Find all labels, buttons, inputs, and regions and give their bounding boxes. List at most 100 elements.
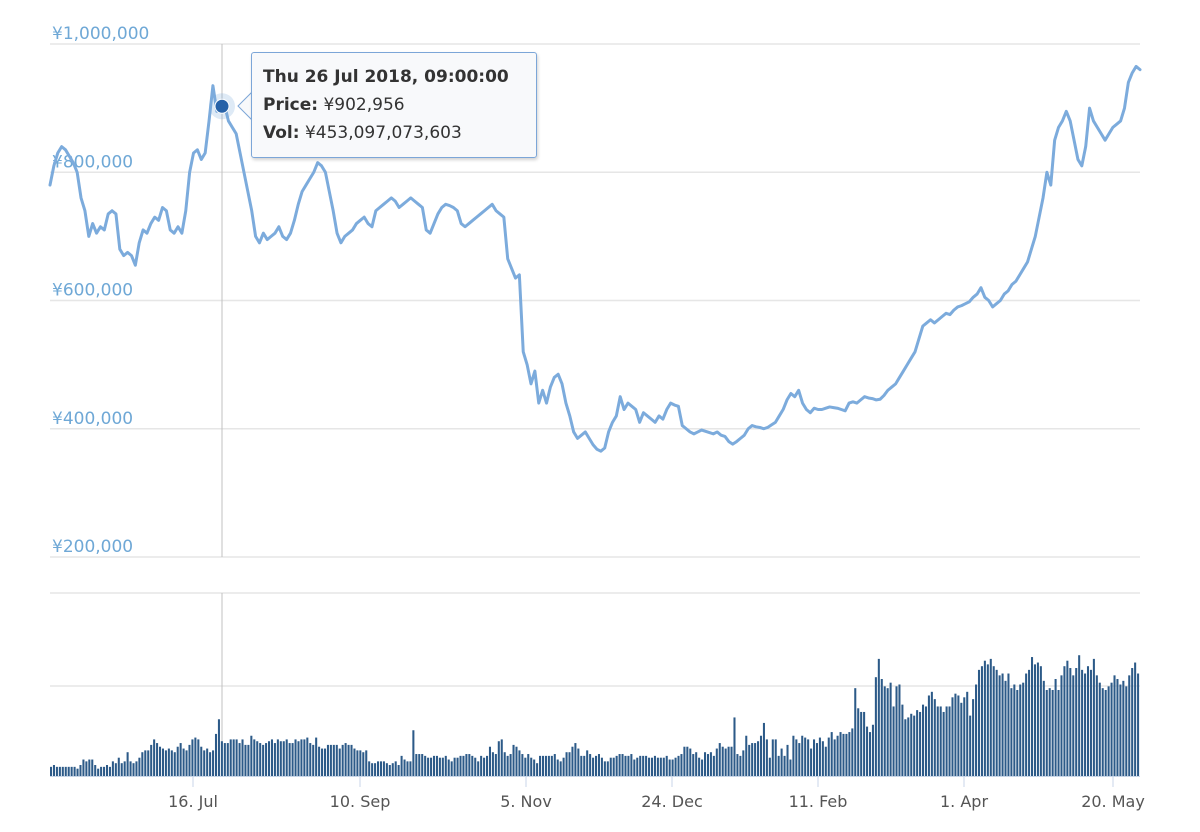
- volume-bar[interactable]: [391, 763, 394, 776]
- volume-bar[interactable]: [153, 739, 156, 776]
- volume-bar[interactable]: [312, 744, 315, 776]
- volume-bar[interactable]: [147, 750, 150, 776]
- volume-bar[interactable]: [459, 755, 462, 776]
- volume-bar[interactable]: [530, 757, 533, 776]
- volume-bar[interactable]: [683, 746, 686, 776]
- volume-bar[interactable]: [559, 761, 562, 776]
- volume-bar[interactable]: [521, 754, 524, 776]
- volume-bar[interactable]: [1025, 673, 1028, 776]
- volume-bar[interactable]: [223, 743, 226, 776]
- volume-bar[interactable]: [810, 748, 813, 776]
- volume-bar[interactable]: [385, 763, 388, 776]
- volume-bar[interactable]: [1089, 669, 1092, 776]
- volume-bar[interactable]: [762, 722, 765, 776]
- volume-bar[interactable]: [692, 754, 695, 776]
- volume-bar[interactable]: [1098, 682, 1101, 776]
- volume-bar[interactable]: [704, 752, 707, 776]
- volume-bar[interactable]: [854, 688, 857, 776]
- volume-bar[interactable]: [739, 755, 742, 776]
- volume-bar[interactable]: [1066, 660, 1069, 776]
- volume-bar[interactable]: [432, 755, 436, 776]
- volume-bar[interactable]: [244, 744, 247, 776]
- volume-bar[interactable]: [600, 757, 603, 776]
- volume-bar[interactable]: [1134, 662, 1137, 776]
- volume-bar[interactable]: [536, 763, 539, 776]
- volume-bar[interactable]: [659, 757, 662, 776]
- volume-bar[interactable]: [67, 766, 70, 776]
- volume-bar[interactable]: [1013, 684, 1016, 777]
- volume-bar[interactable]: [291, 743, 294, 776]
- volume-bar[interactable]: [488, 746, 491, 776]
- volume-bar[interactable]: [1128, 675, 1131, 776]
- volume-bar[interactable]: [527, 754, 530, 776]
- volume-bar[interactable]: [450, 761, 453, 776]
- volume-bar[interactable]: [132, 763, 135, 776]
- volume-bar[interactable]: [229, 739, 232, 776]
- volume-bar[interactable]: [615, 755, 618, 776]
- volume-bar[interactable]: [951, 697, 954, 776]
- volume-bar[interactable]: [848, 732, 851, 776]
- volume-bar[interactable]: [1036, 662, 1039, 776]
- volume-bar[interactable]: [1033, 664, 1036, 776]
- volume-bar[interactable]: [382, 761, 385, 776]
- volume-bar[interactable]: [353, 748, 356, 776]
- volume-bar[interactable]: [553, 754, 556, 776]
- volume-bar[interactable]: [503, 752, 506, 776]
- volume-bar[interactable]: [1022, 682, 1025, 776]
- volume-bar[interactable]: [898, 684, 901, 777]
- volume-bar[interactable]: [671, 759, 674, 776]
- volume-bar[interactable]: [836, 735, 839, 776]
- volume-bar[interactable]: [589, 754, 592, 776]
- volume-bar[interactable]: [365, 750, 368, 776]
- volume-bar[interactable]: [583, 755, 586, 776]
- volume-bar[interactable]: [430, 757, 433, 776]
- volume-bar[interactable]: [1051, 689, 1054, 776]
- volume-bar[interactable]: [695, 752, 698, 776]
- volume-bar[interactable]: [194, 737, 197, 776]
- volume-bar[interactable]: [167, 748, 170, 776]
- volume-bar[interactable]: [1004, 680, 1007, 776]
- volume-bar[interactable]: [300, 739, 303, 776]
- volume-bar[interactable]: [297, 741, 300, 776]
- volume-bar[interactable]: [892, 706, 895, 776]
- volume-bar[interactable]: [742, 750, 745, 776]
- volume-bar[interactable]: [606, 761, 609, 776]
- volume-bar[interactable]: [727, 746, 730, 776]
- volume-bar[interactable]: [1078, 655, 1081, 776]
- volume-bar[interactable]: [318, 746, 321, 776]
- volume-bar[interactable]: [754, 743, 757, 776]
- volume-bar[interactable]: [706, 754, 709, 776]
- volume-bar[interactable]: [456, 757, 459, 776]
- volume-bar[interactable]: [568, 752, 571, 776]
- volume-bar[interactable]: [924, 706, 927, 776]
- volume-bar[interactable]: [1048, 688, 1051, 776]
- volume-bar[interactable]: [338, 748, 341, 776]
- volume-bar[interactable]: [680, 754, 683, 776]
- volume-bar[interactable]: [486, 755, 489, 776]
- volume-bar[interactable]: [1137, 673, 1140, 776]
- volume-bar[interactable]: [927, 695, 930, 776]
- volume-bar[interactable]: [120, 763, 123, 776]
- volume-bar[interactable]: [159, 746, 162, 776]
- volume-bar[interactable]: [117, 757, 120, 776]
- volume-bar[interactable]: [88, 759, 91, 776]
- volume-bar[interactable]: [636, 757, 639, 776]
- volume-bar[interactable]: [592, 757, 595, 776]
- volume-bar[interactable]: [689, 748, 692, 776]
- volume-bar[interactable]: [474, 757, 477, 776]
- volume-bar[interactable]: [972, 699, 975, 776]
- volume-bar[interactable]: [939, 706, 942, 776]
- volume-bar[interactable]: [421, 754, 424, 776]
- volume-bar[interactable]: [114, 763, 117, 776]
- volume-bar[interactable]: [936, 706, 939, 776]
- volume-bar[interactable]: [677, 755, 680, 776]
- volume-bar[interactable]: [1086, 666, 1090, 776]
- volume-bar[interactable]: [276, 739, 279, 776]
- volume-bar[interactable]: [253, 739, 256, 776]
- volume-bar[interactable]: [624, 755, 627, 776]
- volume-bar[interactable]: [441, 757, 444, 776]
- volume-bar[interactable]: [571, 746, 574, 776]
- volume-bar[interactable]: [238, 743, 241, 776]
- volume-bar[interactable]: [418, 754, 421, 776]
- volume-bar[interactable]: [462, 755, 465, 776]
